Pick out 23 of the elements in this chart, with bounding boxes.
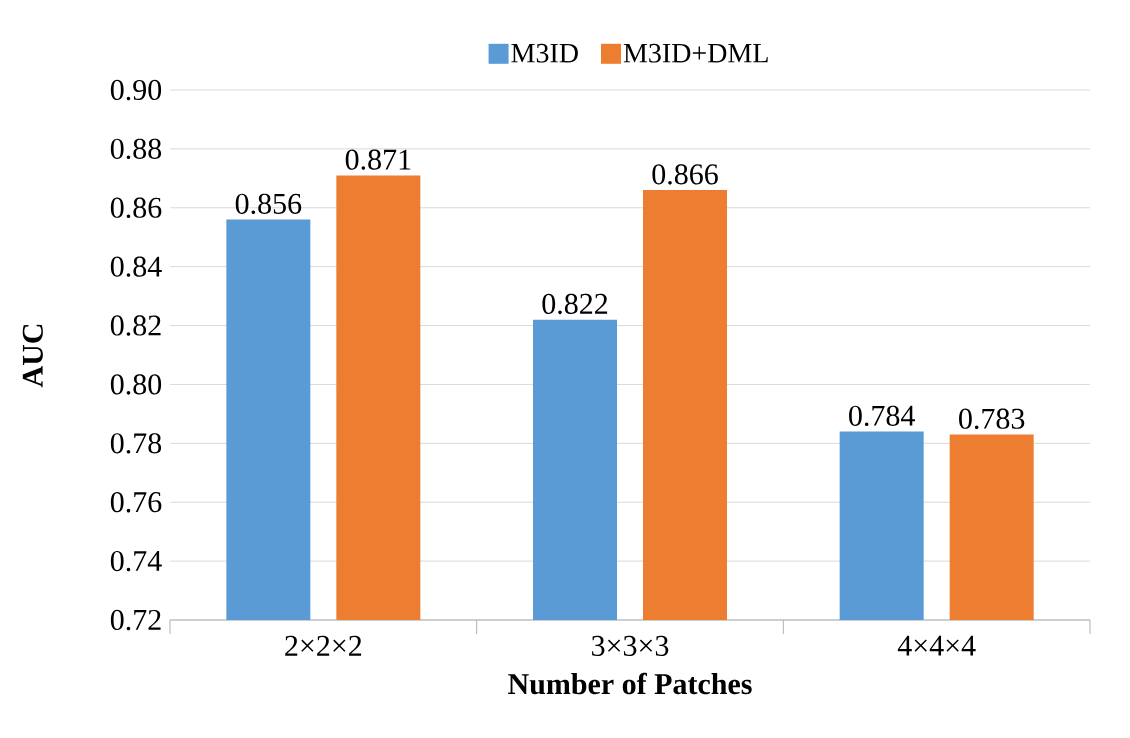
legend-label: M3ID <box>511 43 578 63</box>
y-tick-label: 0.90 <box>110 79 162 101</box>
y-axis-title: AUC <box>22 324 43 388</box>
x-tick-label: 4×4×4 <box>897 635 976 656</box>
data-label: 0.871 <box>345 149 411 170</box>
y-tick-label: 0.86 <box>110 197 162 218</box>
y-tick-label: 0.74 <box>110 550 162 572</box>
y-tick-label: 0.84 <box>110 256 162 277</box>
data-label: 0.866 <box>652 164 718 185</box>
x-tick-label: 2×2×2 <box>285 635 362 656</box>
y-tick-label: 0.88 <box>110 138 162 160</box>
x-tick-label: 3×3×3 <box>592 635 669 656</box>
data-label: 0.856 <box>235 193 302 215</box>
y-tick-label: 0.76 <box>110 492 162 513</box>
y-tick-label: 0.78 <box>110 433 162 454</box>
data-label: 0.822 <box>542 293 608 315</box>
data-label: 0.783 <box>959 408 1025 429</box>
y-tick-label: 0.82 <box>110 315 161 336</box>
y-tick-label: 0.72 <box>110 609 161 631</box>
x-axis-title: Number of Patches <box>508 672 752 695</box>
y-tick-label: 0.80 <box>110 374 162 395</box>
data-label: 0.784 <box>849 405 915 427</box>
legend-label: M3ID+DML <box>623 43 768 63</box>
